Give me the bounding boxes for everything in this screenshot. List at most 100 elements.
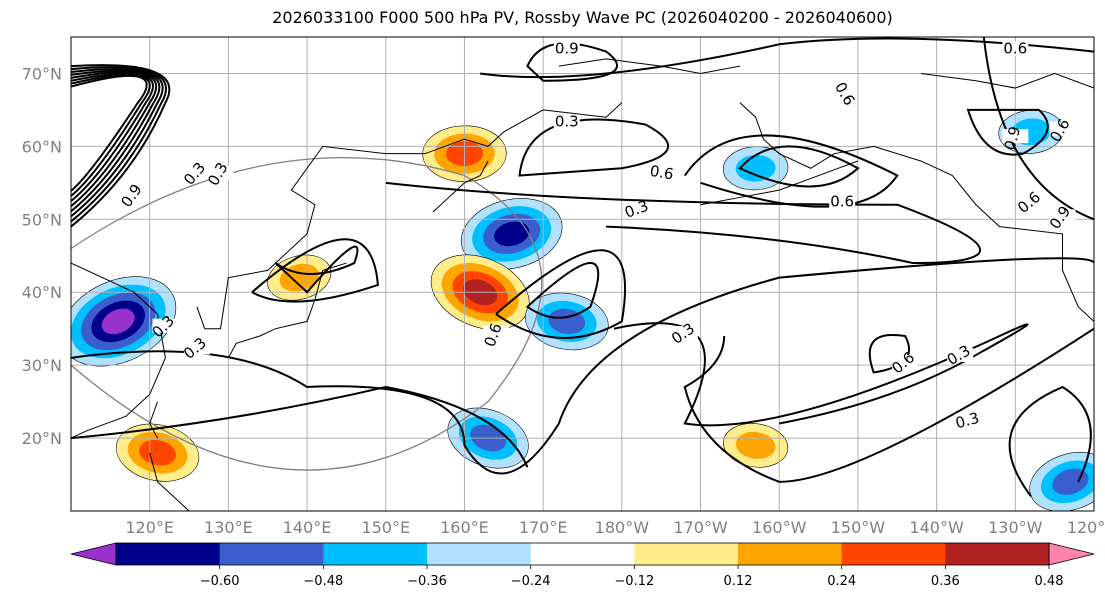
colorbar-segment [116,543,221,565]
x-tick-label: 170°W [673,518,728,537]
y-tick-label: 40°N [22,283,62,302]
colorbar-segment [738,543,843,565]
coastline-segment [149,401,159,439]
pv-contour-line [71,73,151,197]
colorbar-segment [530,543,635,565]
contour-label-bg [624,202,651,217]
pv-contour-line [1008,385,1092,498]
pv-contour-line [71,67,164,218]
contour-label-bg [152,318,179,333]
contour-label-bg [207,165,234,180]
coastline-segment [920,72,1094,89]
pv-contours [71,37,1094,498]
x-tick-label: 180°W [595,518,650,537]
pv-contour-line [683,327,1094,483]
colorbar-tick-label: −0.12 [614,574,654,589]
contour-label: 0.6 [830,193,854,211]
pv-contour-line [738,145,860,188]
contour-label-bg [947,347,974,362]
colorbar-segment [634,543,739,565]
map-frame [70,36,1095,512]
contour-label-bg [1049,209,1076,224]
contour-label-bg [829,194,856,209]
colorbar-tick-label: −0.24 [511,574,551,589]
colorbar-tick-label: 0.12 [724,574,753,589]
pv-contour-line [982,37,1094,221]
pv-contour-line [251,238,379,303]
anomaly-blob [139,439,176,466]
anomaly-blob [1052,468,1089,495]
pv-contour-line [71,71,157,207]
contour-label-bg [892,355,919,370]
contour-label-bg [829,85,856,100]
pv-contour-line [613,322,1029,427]
x-tick-label: 160°E [440,518,489,537]
x-tick-label: 120°E [125,518,174,537]
colorbar-tick-label: −0.36 [407,574,447,589]
contour-label: 0.6 [648,162,675,184]
coastline-segment [196,102,623,330]
anomaly-blob [101,308,135,335]
contour-label-bg [955,413,982,428]
contour-label-bg [120,187,147,202]
anomaly-blob [494,221,530,247]
pv-contour-line [71,386,529,468]
contour-label-bg [1018,194,1045,209]
great-circle-ring [71,157,543,471]
pv-contour-line [480,37,1094,79]
y-tick-label: 30°N [22,356,62,375]
map-background [71,37,1094,511]
contour-label: 0.3 [953,409,981,433]
contour-label-bg [1049,121,1076,136]
contour-label-bg [183,165,210,180]
anomaly-blob [735,431,776,459]
colorbar-segment [945,543,1050,565]
colorbar-tick-label: 0.48 [1035,574,1064,589]
contour-label: 0.9 [1001,124,1025,152]
colorbar-segment [841,543,946,565]
coastlines [71,58,1094,511]
contour-label-bg [183,340,210,355]
x-axis-ticks: 120°E 130°E 140°E 150°E 160°E 170°E 180°W 170°W… [125,518,1105,537]
coastline-segment [149,452,190,511]
colorbar-tick-label: −0.48 [303,574,343,589]
contour-label: 0.9 [555,40,579,58]
pv-contour-line [71,69,161,213]
x-tick-label: 150°W [831,518,886,537]
contour-label-bg [553,114,580,129]
x-tick-label: 130°W [988,518,1043,537]
contour-label: 0.3 [555,113,579,131]
x-tick-label: 160°W [752,518,807,537]
pv-contour-line [385,181,981,265]
pv-contour-line [274,245,359,294]
pv-contour-line [525,262,600,319]
pv-contour-line [71,66,167,223]
coastline-segment [71,262,166,439]
chart-title: 2026033100 F000 500 hPa PV, Rossby Wave … [272,8,893,27]
contour-label-bg [553,41,580,56]
pv-contour-line [71,64,171,228]
coastline-segment [432,160,489,213]
y-axis-ticks: 20°N 30°N 40°N 50°N 60°N 70°N [22,64,62,448]
pv-contour-line [526,42,618,82]
pv-contour-line [71,72,154,202]
y-tick-label: 20°N [22,429,62,448]
x-tick-label: 120°W [1067,518,1105,537]
y-tick-label: 50°N [22,210,62,229]
x-tick-label: 170°E [519,518,568,537]
x-tick-label: 130°E [204,518,253,537]
x-tick-label: 140°W [909,518,964,537]
colorbar-segment [219,543,324,565]
x-tick-label: 150°E [361,518,410,537]
pv-contour-line [966,108,1049,156]
coastline-segment [700,160,859,206]
colorbar-tick-label: 0.36 [931,574,960,589]
contour-label-bg [671,325,698,340]
colorbar-extend-min [70,542,117,566]
colorbar-tick-label: 0.24 [827,574,856,589]
y-tick-label: 60°N [22,137,62,156]
contour-label-bg [648,165,675,180]
colorbar-tick-label: −0.60 [200,574,240,589]
colorbar-outline [115,542,1050,566]
